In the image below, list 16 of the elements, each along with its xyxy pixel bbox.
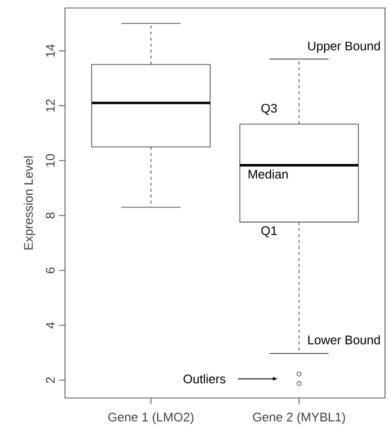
annotation: Lower Bound — [308, 335, 380, 344]
y-tick-label: 8 — [46, 212, 55, 218]
y-axis-title: Expression Level — [24, 156, 36, 250]
y-tick-label: 2 — [46, 377, 55, 383]
annotation: Median — [248, 169, 288, 179]
y-tick-label: 6 — [46, 267, 55, 274]
annotation: Upper Bound — [308, 41, 380, 53]
x-tick-label: Gene 2 (MYBL1) — [252, 412, 346, 424]
annotation: Q3 — [261, 104, 277, 115]
y-tick-label: 4 — [46, 322, 55, 328]
y-tick-label: 12 — [46, 99, 55, 112]
x-tick-label: Gene 1 (LMO2) — [108, 412, 194, 424]
y-tick-label: 10 — [46, 154, 55, 167]
annotation: Q1 — [261, 226, 277, 238]
annotation: Outliers — [184, 374, 226, 384]
y-tick-label: 14 — [46, 44, 55, 57]
